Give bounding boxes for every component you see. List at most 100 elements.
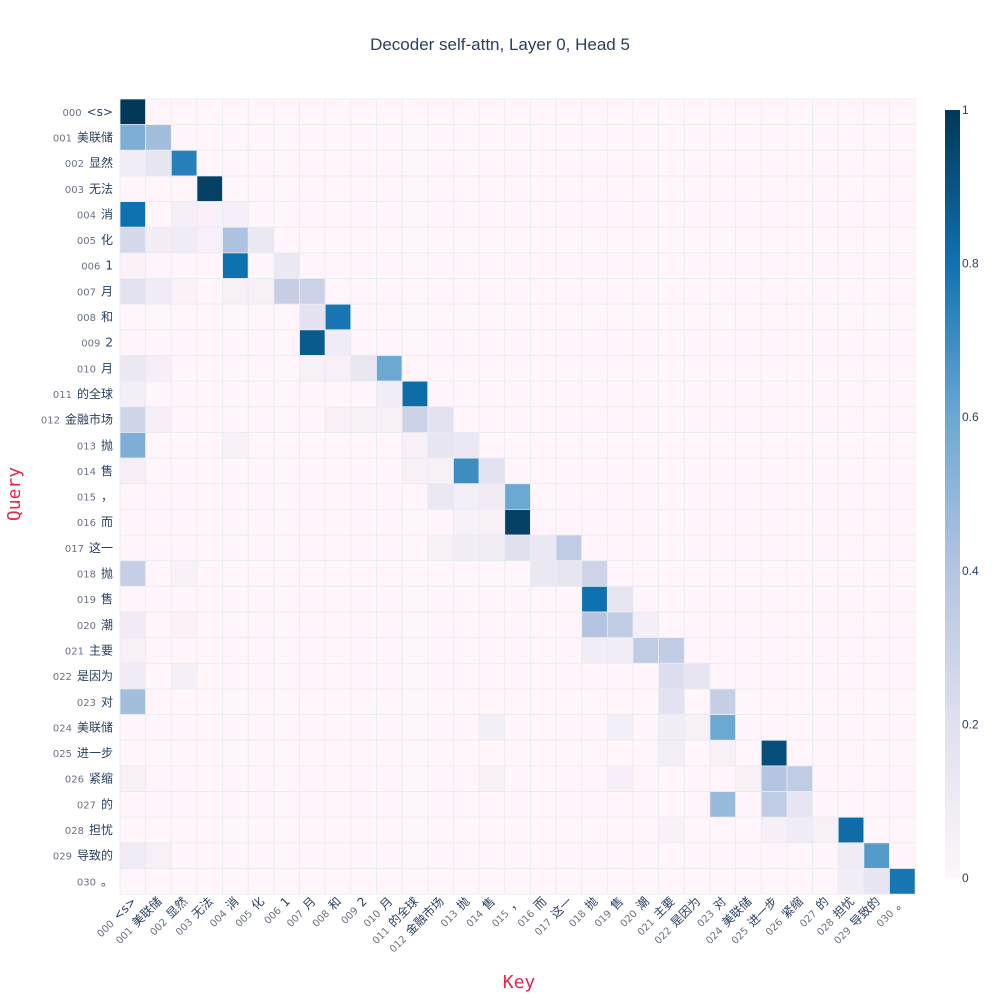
heatmap-cell xyxy=(683,124,711,151)
heatmap-cell xyxy=(170,124,198,151)
heatmap-cell xyxy=(453,406,480,433)
heatmap-cell xyxy=(222,688,249,716)
heatmap-cell xyxy=(145,432,172,459)
heatmap-cell xyxy=(324,175,352,202)
heatmap-cell xyxy=(453,765,480,792)
heatmap-cell xyxy=(247,560,275,587)
heatmap-cell xyxy=(222,278,249,305)
heatmap-cell xyxy=(324,765,352,792)
heatmap-cell xyxy=(530,585,557,613)
heatmap-cell xyxy=(324,508,352,536)
heatmap-cell xyxy=(119,329,147,356)
heatmap-cell xyxy=(658,534,685,562)
heatmap-cell xyxy=(401,98,429,126)
heatmap-cell xyxy=(299,432,326,459)
heatmap-cell xyxy=(581,252,608,279)
heatmap-cell xyxy=(863,791,890,818)
heatmap-cell xyxy=(145,175,172,202)
heatmap-cell xyxy=(530,457,557,485)
heatmap-cell xyxy=(555,791,583,818)
heatmap-cell xyxy=(683,226,711,254)
heatmap-cell xyxy=(632,149,660,177)
heatmap-cell xyxy=(350,278,377,305)
heatmap-cell xyxy=(247,534,275,562)
y-tick-label: 023 对 xyxy=(77,695,113,709)
heatmap-cell xyxy=(299,534,326,562)
heatmap-cells xyxy=(119,98,916,895)
heatmap-cell xyxy=(427,508,454,536)
heatmap-cell xyxy=(324,816,352,844)
heatmap-cell xyxy=(555,355,583,382)
heatmap-cell xyxy=(530,483,557,510)
heatmap-cell xyxy=(427,98,454,126)
heatmap-cell xyxy=(478,585,506,613)
heatmap-cell xyxy=(299,226,326,254)
heatmap-cell xyxy=(837,226,865,254)
heatmap-cell xyxy=(478,739,506,767)
heatmap-cell xyxy=(555,842,583,869)
heatmap-cell xyxy=(658,868,685,895)
heatmap-cell xyxy=(401,868,429,895)
heatmap-cell xyxy=(504,868,531,895)
heatmap-cell xyxy=(427,278,454,305)
heatmap-cell xyxy=(632,868,660,895)
heatmap-cell xyxy=(401,791,429,818)
heatmap-cell xyxy=(222,98,249,126)
chart-title: Decoder self-attn, Layer 0, Head 5 xyxy=(370,35,630,54)
heatmap-cell xyxy=(555,98,583,126)
heatmap-cell xyxy=(145,534,172,562)
heatmap-cell xyxy=(709,278,737,305)
heatmap-cell xyxy=(504,406,531,433)
heatmap-cell xyxy=(606,765,634,792)
heatmap-cell xyxy=(119,175,147,202)
heatmap-cell xyxy=(889,842,916,869)
heatmap-cell xyxy=(376,303,403,331)
heatmap-cell xyxy=(453,149,480,177)
heatmap-cell xyxy=(632,816,660,844)
heatmap-cell xyxy=(837,611,865,639)
heatmap-cell xyxy=(709,534,737,562)
heatmap-cell xyxy=(837,688,865,716)
heatmap-cell xyxy=(401,585,429,613)
heatmap-cell xyxy=(376,585,403,613)
y-tick-label: 028 担忧 xyxy=(65,823,113,837)
heatmap-cell xyxy=(581,303,608,331)
heatmap-cell xyxy=(376,662,403,690)
heatmap-cell xyxy=(786,534,813,562)
heatmap-cell xyxy=(247,842,275,869)
heatmap-cell xyxy=(632,329,660,356)
heatmap-cell xyxy=(376,380,403,408)
heatmap-cell xyxy=(863,483,890,510)
heatmap-cell xyxy=(222,765,249,792)
heatmap-cell xyxy=(196,355,223,382)
heatmap-cell xyxy=(324,585,352,613)
heatmap-cell xyxy=(530,662,557,690)
heatmap-cell xyxy=(812,688,839,716)
heatmap-cell xyxy=(145,714,172,741)
heatmap-cell xyxy=(837,278,865,305)
heatmap-cell xyxy=(504,380,531,408)
heatmap-cell xyxy=(786,765,813,792)
heatmap-cell xyxy=(170,175,198,202)
heatmap-cell xyxy=(632,175,660,202)
heatmap-cell xyxy=(530,816,557,844)
heatmap-cell xyxy=(222,124,249,151)
heatmap-cell xyxy=(760,560,788,587)
heatmap-cell xyxy=(453,98,480,126)
heatmap-cell xyxy=(863,149,890,177)
heatmap-cell xyxy=(145,688,172,716)
heatmap-cell xyxy=(324,252,352,279)
heatmap-cell xyxy=(658,278,685,305)
heatmap-cell xyxy=(350,842,377,869)
heatmap-cell xyxy=(504,98,531,126)
heatmap-cell xyxy=(401,483,429,510)
heatmap-cell xyxy=(350,791,377,818)
heatmap-cell xyxy=(324,534,352,562)
heatmap-cell xyxy=(581,637,608,664)
heatmap-cell xyxy=(401,739,429,767)
y-tick-label: 020 潮 xyxy=(77,617,113,632)
heatmap-cell xyxy=(170,842,198,869)
heatmap-cell xyxy=(401,380,429,408)
heatmap-cell xyxy=(837,457,865,485)
heatmap-cell xyxy=(889,816,916,844)
